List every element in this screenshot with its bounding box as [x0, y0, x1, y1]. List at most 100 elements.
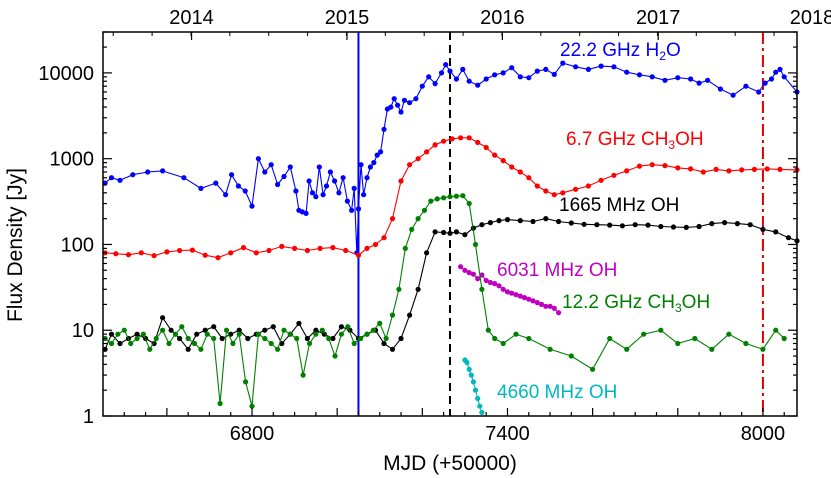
axes: 6800 7400 8000 2014 2015 2016 2017 2018 1 10 100 10…: [38, 7, 831, 445]
data-point: [372, 241, 379, 248]
data-point: [138, 250, 144, 256]
data-point: [378, 149, 384, 155]
data-point: [785, 235, 792, 241]
data-point: [185, 335, 191, 342]
data-point: [538, 301, 545, 307]
data-point: [709, 221, 715, 227]
data-point: [781, 74, 787, 80]
data-point: [309, 190, 316, 196]
data-point: [140, 331, 146, 337]
data-point: [675, 75, 681, 81]
data-point: [781, 335, 787, 342]
data-point: [198, 185, 204, 191]
data-point: [447, 194, 453, 200]
data-point: [607, 222, 613, 228]
data-point: [492, 335, 498, 342]
data-point: [428, 198, 434, 204]
data-point: [191, 340, 198, 347]
data-point: [509, 65, 515, 71]
data-point: [573, 186, 579, 192]
data-point: [483, 277, 489, 284]
data-point: [294, 335, 300, 342]
data-point: [202, 327, 208, 333]
data-point: [313, 327, 319, 333]
data-point: [432, 229, 438, 235]
data-point: [487, 220, 493, 226]
data-point: [296, 320, 302, 326]
series: 12.2 GHz CH3OH: [102, 193, 787, 409]
data-point: [526, 296, 532, 302]
data-point: [764, 166, 770, 172]
data-point: [262, 169, 268, 175]
data-point: [734, 221, 741, 227]
data-point: [419, 83, 425, 89]
data-point: [117, 340, 123, 347]
data-point: [424, 149, 430, 155]
data-point: [743, 340, 749, 347]
data-point: [345, 324, 351, 330]
data-point: [108, 175, 115, 181]
data-point: [424, 250, 430, 256]
y-tick-label: 1: [83, 406, 94, 428]
data-point: [219, 335, 225, 342]
data-point: [500, 158, 506, 164]
data-point: [517, 169, 523, 175]
data-point: [645, 222, 651, 228]
data-point: [355, 206, 362, 212]
data-point: [338, 331, 344, 337]
data-point: [249, 203, 255, 209]
data-point: [215, 255, 221, 261]
data-point: [468, 372, 474, 378]
series: 22.2 GHz H2O: [102, 40, 800, 256]
data-point: [534, 68, 540, 74]
data-point: [358, 162, 364, 168]
data-point: [407, 312, 413, 318]
data-point: [472, 387, 479, 393]
data-point: [336, 190, 342, 196]
data-point: [773, 327, 779, 333]
data-point: [773, 229, 779, 235]
data-point: [398, 109, 404, 115]
data-point: [513, 331, 519, 337]
data-point: [270, 324, 276, 330]
data-point: [475, 276, 481, 282]
data-point: [547, 303, 553, 309]
reference-lines: [357, 32, 764, 416]
data-point: [551, 71, 557, 77]
data-point: [496, 218, 502, 224]
data-point: [726, 331, 732, 337]
data-point: [292, 245, 298, 251]
data-point: [607, 335, 613, 342]
data-point: [351, 340, 357, 347]
data-point: [344, 198, 350, 204]
data-point: [585, 66, 592, 72]
data-point: [624, 69, 630, 75]
data-point: [383, 335, 389, 342]
data-point: [696, 223, 702, 230]
y-tick-label: 100: [61, 234, 94, 256]
data-point: [479, 222, 485, 228]
data-point: [492, 72, 498, 78]
data-point: [326, 335, 332, 342]
data-point: [717, 86, 724, 92]
data-point: [458, 135, 464, 141]
data-point: [340, 175, 346, 181]
data-point: [229, 172, 235, 178]
data-point: [370, 327, 376, 333]
data-point: [713, 166, 719, 172]
data-point: [483, 76, 489, 82]
data-point: [303, 210, 309, 216]
data-point: [458, 264, 464, 270]
data-point: [204, 331, 210, 337]
data-point: [245, 335, 251, 342]
data-point: [472, 241, 479, 248]
data-point: [160, 327, 166, 333]
data-point: [313, 331, 319, 337]
data-point: [705, 77, 711, 83]
data-point: [475, 82, 481, 88]
series: 4660 MHz OH: [462, 357, 617, 415]
data-point: [279, 243, 285, 249]
data-point: [636, 72, 643, 78]
data-point: [388, 104, 394, 110]
series-label: 4660 MHz OH: [497, 382, 617, 403]
